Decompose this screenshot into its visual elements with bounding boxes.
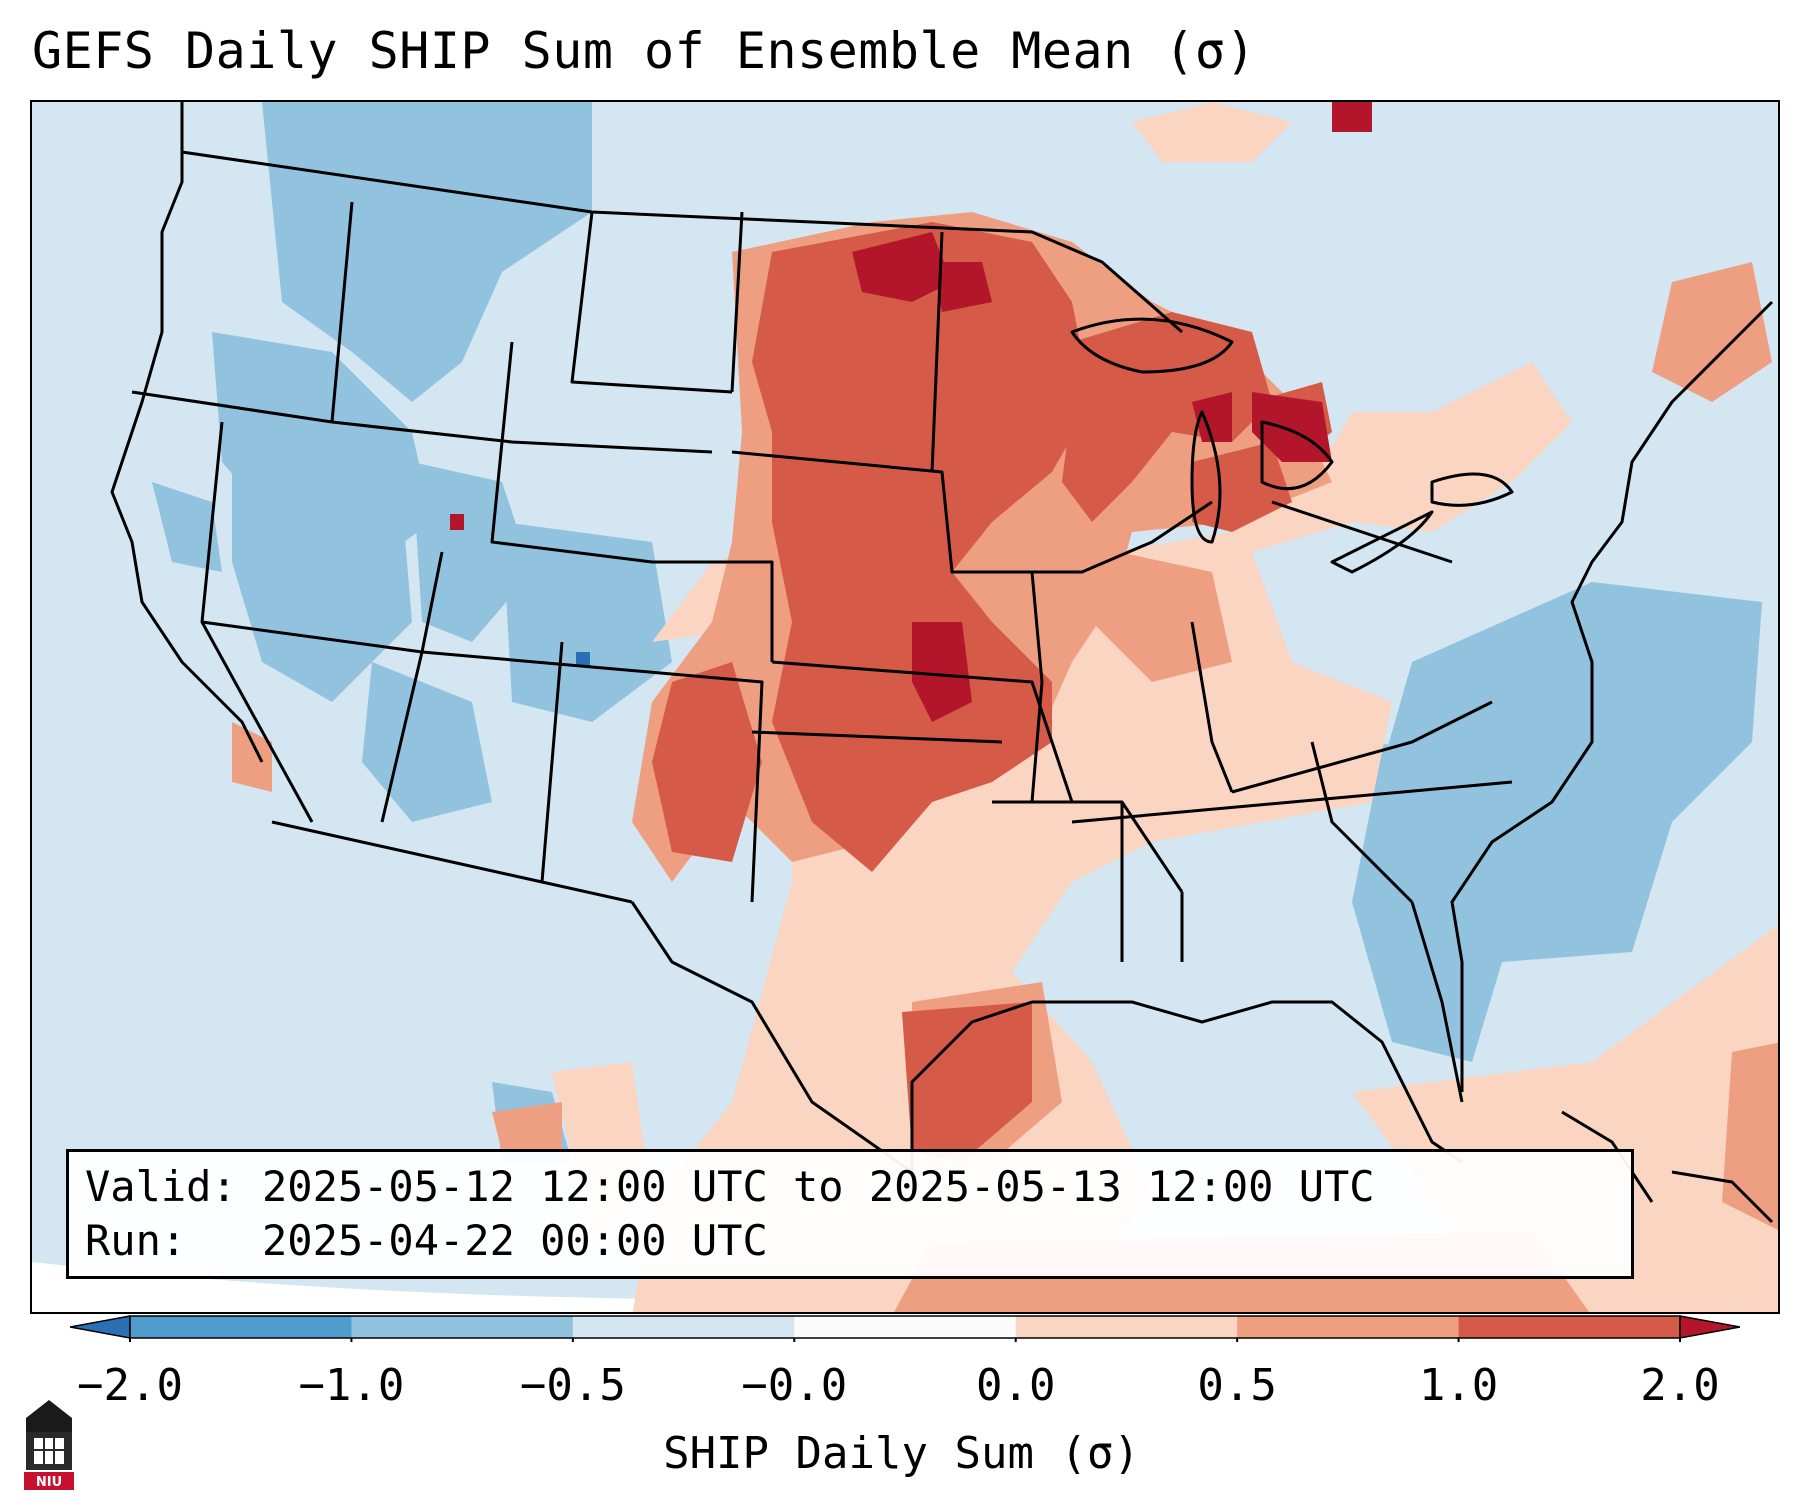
colorbar-segment	[1237, 1316, 1460, 1338]
colorbar-tick-label: −1.0	[298, 1360, 405, 1411]
colorbar-tick-label: 0.5	[1197, 1360, 1277, 1411]
niu-university-logo-icon: NIU	[24, 1400, 74, 1490]
colorbar-extend-low	[69, 1315, 131, 1339]
positive-anomaly-extreme	[450, 102, 1372, 722]
colorbar-segment	[351, 1316, 574, 1338]
colorbar-segment	[794, 1316, 1017, 1338]
colorbar-extend-high	[1679, 1315, 1741, 1339]
colorbar-tick-label: 1.0	[1418, 1360, 1499, 1411]
colorbar-segment	[1458, 1316, 1681, 1338]
colorbar-tick-label: −2.0	[77, 1360, 183, 1411]
colorbar-segment	[572, 1316, 795, 1338]
run-time-text: Run: 2025-04-22 00:00 UTC	[85, 1216, 768, 1265]
colorbar	[69, 1312, 1741, 1342]
negative-anomaly-west	[152, 102, 672, 1162]
state-borders	[110, 102, 1774, 1224]
colorbar-segment	[130, 1316, 352, 1338]
logo-text: NIU	[36, 1475, 62, 1490]
colorbar-tick-label: 2.0	[1640, 1360, 1720, 1411]
colorbar-tick-label: −0.0	[741, 1360, 848, 1411]
colorbar-tick-label: 0.0	[975, 1360, 1056, 1411]
valid-run-info-box: Valid: 2025-05-12 12:00 UTC to 2025-05-1…	[66, 1149, 1634, 1279]
colorbar-outline	[129, 1315, 1681, 1339]
map-panel	[30, 100, 1780, 1314]
colorbar-segment	[1015, 1316, 1238, 1338]
chart-title: GEFS Daily SHIP Sum of Ensemble Mean (σ)	[32, 22, 1257, 80]
negative-anomaly-atlantic	[1352, 582, 1762, 1062]
colorbar-svg	[69, 1315, 1741, 1342]
colorbar-tick-label: −0.5	[519, 1360, 626, 1411]
ship-anomaly-map	[32, 102, 1778, 1312]
dark-blue-pixel	[576, 652, 590, 666]
colorbar-label: SHIP Daily Sum (σ)	[663, 1428, 1140, 1479]
valid-time-text: Valid: 2025-05-12 12:00 UTC to 2025-05-1…	[85, 1162, 1375, 1211]
